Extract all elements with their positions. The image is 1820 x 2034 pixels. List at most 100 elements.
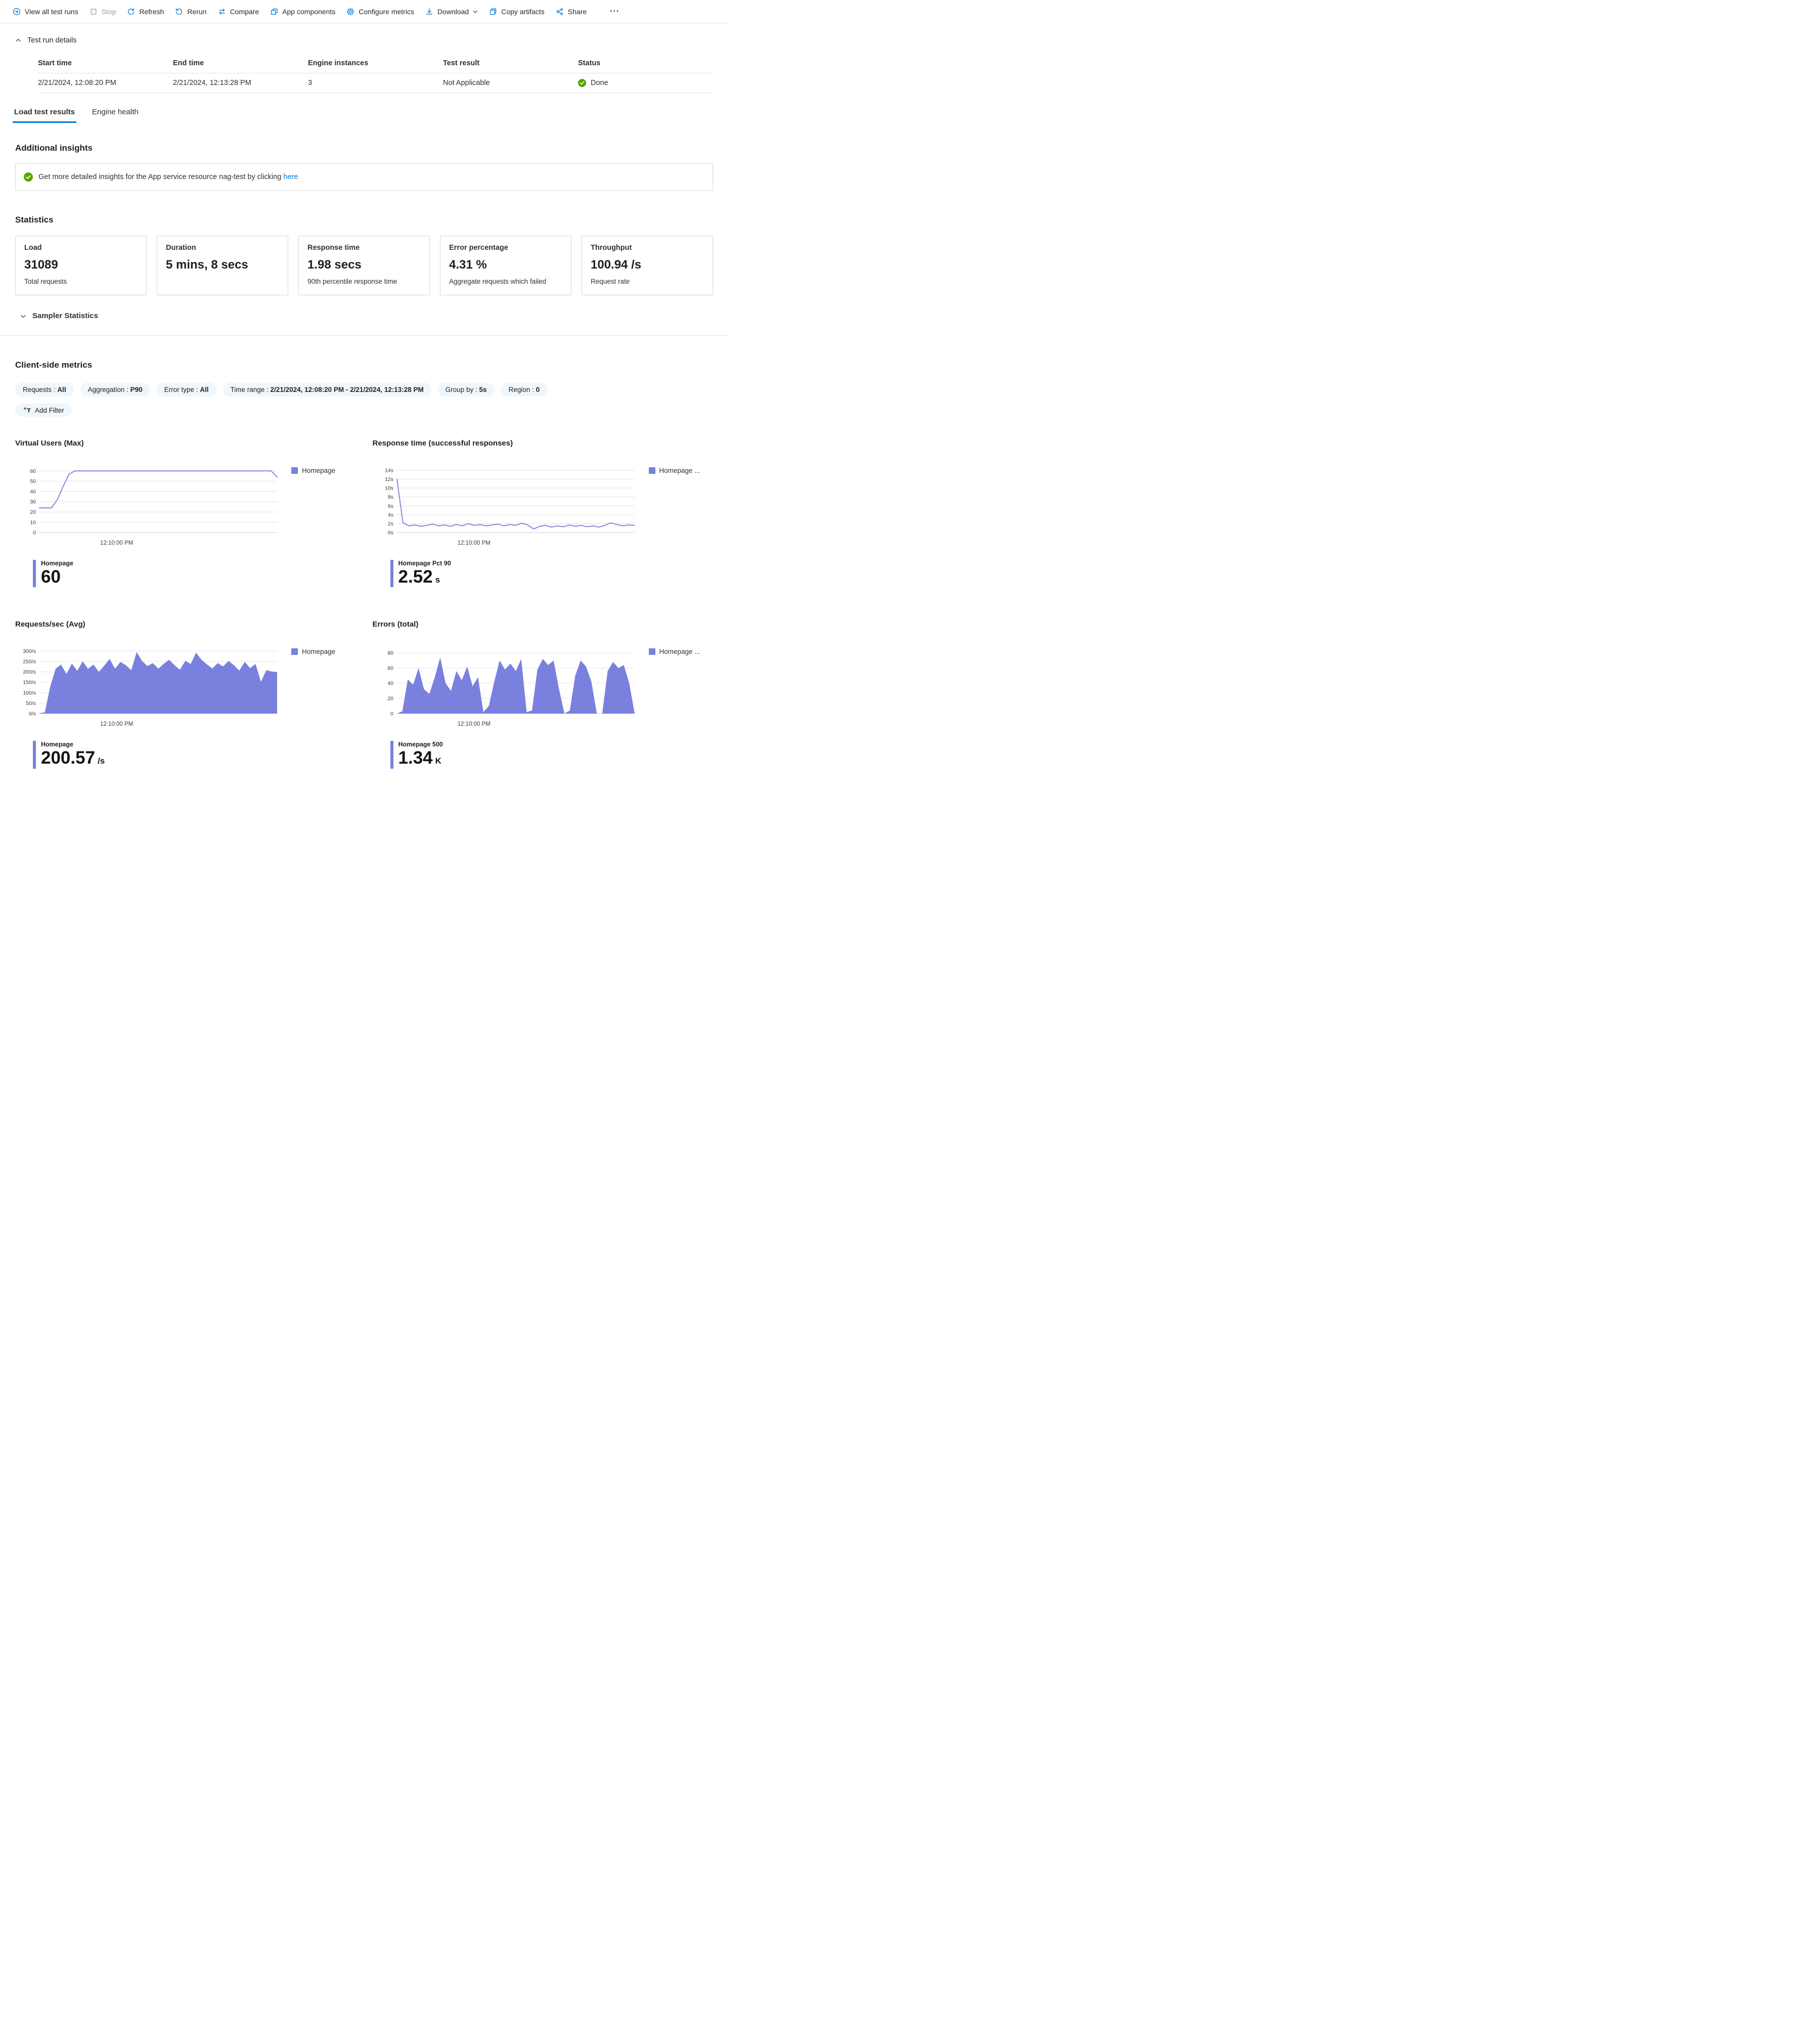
add-filter-button[interactable]: Add Filter <box>15 404 72 417</box>
response-time-stat: Homepage Pct 90 2.52 s <box>390 560 451 588</box>
area-chart: 0/s 50/s 100/s 150/s 200/s 250/s 300/s <box>23 648 277 717</box>
refresh-button[interactable]: Refresh <box>121 4 169 19</box>
insights-here-link[interactable]: here <box>283 173 298 181</box>
share-label: Share <box>567 7 587 16</box>
status-badge: Done <box>591 79 608 87</box>
card-error-percentage: Error percentage 4.31 % Aggregate reques… <box>440 236 571 295</box>
legend-swatch <box>648 648 655 655</box>
chevron-down-icon <box>21 315 26 318</box>
column-end-time: End time <box>173 59 204 67</box>
test-run-details-title: Test run details <box>27 36 77 45</box>
test-run-details-toggle[interactable]: Test run details <box>0 23 728 54</box>
gear-icon <box>346 8 354 15</box>
configure-metrics-label: Configure metrics <box>359 7 414 16</box>
copy-artifacts-button[interactable]: Copy artifacts <box>483 4 550 19</box>
svg-text:0/s: 0/s <box>29 711 36 717</box>
command-bar: View all test runs Stop Refresh Rerun Co… <box>0 0 728 23</box>
card-response-time: Response time 1.98 secs 90th percentile … <box>298 236 430 295</box>
svg-text:4s: 4s <box>387 512 393 518</box>
view-all-test-runs-button[interactable]: View all test runs <box>7 4 84 19</box>
chart-requests-per-sec: Requests/sec (Avg) 0/s 50/s 100/s 150/s 200/… <box>15 620 356 769</box>
svg-text:60: 60 <box>387 666 393 672</box>
compare-icon <box>218 8 225 15</box>
checkmark-circle-icon <box>24 172 33 182</box>
filter-requests[interactable]: Requests : All <box>15 383 74 396</box>
filter-group-by[interactable]: Group by : 5s <box>437 383 495 396</box>
legend-homepage[interactable]: Homepage ... <box>648 466 700 475</box>
table-row: 2/21/2024, 12:08:20 PM 2/21/2024, 12:13:… <box>38 73 713 93</box>
chart-errors: Errors (total) 0 20 40 60 80 12:10:00 PM Hom… <box>372 620 714 769</box>
refresh-icon <box>128 8 135 15</box>
add-filter-icon <box>23 407 31 413</box>
chart-title: Requests/sec (Avg) <box>15 620 85 629</box>
tab-engine-health[interactable]: Engine health <box>92 108 139 116</box>
stop-button[interactable]: Stop <box>84 4 122 19</box>
cell-status: Done <box>578 79 713 87</box>
column-status: Status <box>578 59 601 67</box>
share-button[interactable]: Share <box>550 4 592 19</box>
sampler-statistics-label: Sampler Statistics <box>32 312 99 320</box>
line-chart: 0s 2s 4s 6s 8s 10s 12s 14s <box>385 467 635 536</box>
share-icon <box>556 8 563 15</box>
chart-title: Response time (successful responses) <box>372 439 513 448</box>
filter-region[interactable]: Region : 0 <box>501 383 548 396</box>
requests-per-sec-stat: Homepage 200.57/s <box>33 741 105 769</box>
tab-load-test-results[interactable]: Load test results <box>13 103 77 123</box>
filter-error-type[interactable]: Error type : All <box>156 383 216 396</box>
more-button[interactable]: ··· <box>604 4 625 20</box>
rerun-button[interactable]: Rerun <box>169 4 212 19</box>
compare-button[interactable]: Compare <box>212 4 265 19</box>
svg-text:12s: 12s <box>385 476 393 482</box>
rerun-label: Rerun <box>187 7 207 16</box>
chevron-up-icon <box>16 38 21 42</box>
statistics-title: Statistics <box>15 215 54 225</box>
filter-time-range[interactable]: Time range : 2/21/2024, 12:08:20 PM - 2/… <box>223 383 431 396</box>
cell-start-time: 2/21/2024, 12:08:20 PM <box>38 79 116 87</box>
results-tabs: Load test results Engine health <box>0 103 728 123</box>
stop-label: Stop <box>101 7 116 16</box>
sampler-statistics-toggle[interactable]: Sampler Statistics <box>20 312 98 320</box>
stop-icon <box>91 9 97 14</box>
legend-homepage[interactable]: Homepage <box>291 647 335 656</box>
svg-text:20: 20 <box>387 696 393 702</box>
cell-end-time: 2/21/2024, 12:13:28 PM <box>173 79 251 87</box>
errors-plot: 0 20 40 60 80 12:10:00 PM <box>373 643 641 727</box>
chart-title: Errors (total) <box>372 620 419 629</box>
column-engine-instances: Engine instances <box>308 59 369 67</box>
chart-title: Virtual Users (Max) <box>15 439 84 448</box>
legend-swatch <box>291 648 298 655</box>
errors-stat: Homepage 500 1.34 K <box>390 741 443 769</box>
legend-homepage[interactable]: Homepage ... <box>648 647 700 656</box>
requests-per-sec-plot: 0/s 50/s 100/s 150/s 200/s 250/s 300/s 12:10:0… <box>15 643 283 727</box>
x-axis-tick-label: 12:10:00 PM <box>457 721 491 728</box>
column-test-result: Test result <box>443 59 480 67</box>
svg-text:6s: 6s <box>387 503 393 509</box>
test-run-table: Start time End time Engine instances Tes… <box>38 54 713 93</box>
svg-text:200/s: 200/s <box>23 669 36 675</box>
download-button[interactable]: Download <box>420 4 483 19</box>
svg-text:8s: 8s <box>387 494 393 500</box>
x-axis-tick-label: 12:10:00 PM <box>100 540 134 546</box>
configure-metrics-button[interactable]: Configure metrics <box>341 4 420 19</box>
svg-text:30: 30 <box>30 499 36 505</box>
chevron-down-icon <box>473 10 478 13</box>
card-throughput: Throughput 100.94 /s Request rate <box>582 236 713 295</box>
svg-text:250/s: 250/s <box>23 659 36 665</box>
svg-text:14s: 14s <box>385 467 393 473</box>
line-chart: 0 10 20 30 40 50 60 <box>30 468 278 536</box>
insight-banner: Get more detailed insights for the App s… <box>15 163 713 191</box>
filter-aggregation[interactable]: Aggregation : P90 <box>80 383 150 396</box>
app-components-button[interactable]: App components <box>264 4 341 19</box>
charts-grid: Virtual Users (Max) 0 10 20 30 40 50 60 12:10:… <box>15 439 713 769</box>
svg-text:60: 60 <box>30 468 36 474</box>
arrow-right-circle-icon <box>13 8 20 15</box>
additional-insights-title: Additional insights <box>15 143 93 153</box>
cell-engine-instances: 3 <box>308 79 313 87</box>
chart-virtual-users: Virtual Users (Max) 0 10 20 30 40 50 60 12:10:… <box>15 439 356 588</box>
svg-text:10: 10 <box>30 519 36 525</box>
legend-homepage[interactable]: Homepage <box>291 466 335 475</box>
svg-text:40: 40 <box>387 681 393 687</box>
card-load: Load 31089 Total requests <box>15 236 147 295</box>
download-label: Download <box>437 7 469 16</box>
svg-text:0: 0 <box>33 530 36 536</box>
